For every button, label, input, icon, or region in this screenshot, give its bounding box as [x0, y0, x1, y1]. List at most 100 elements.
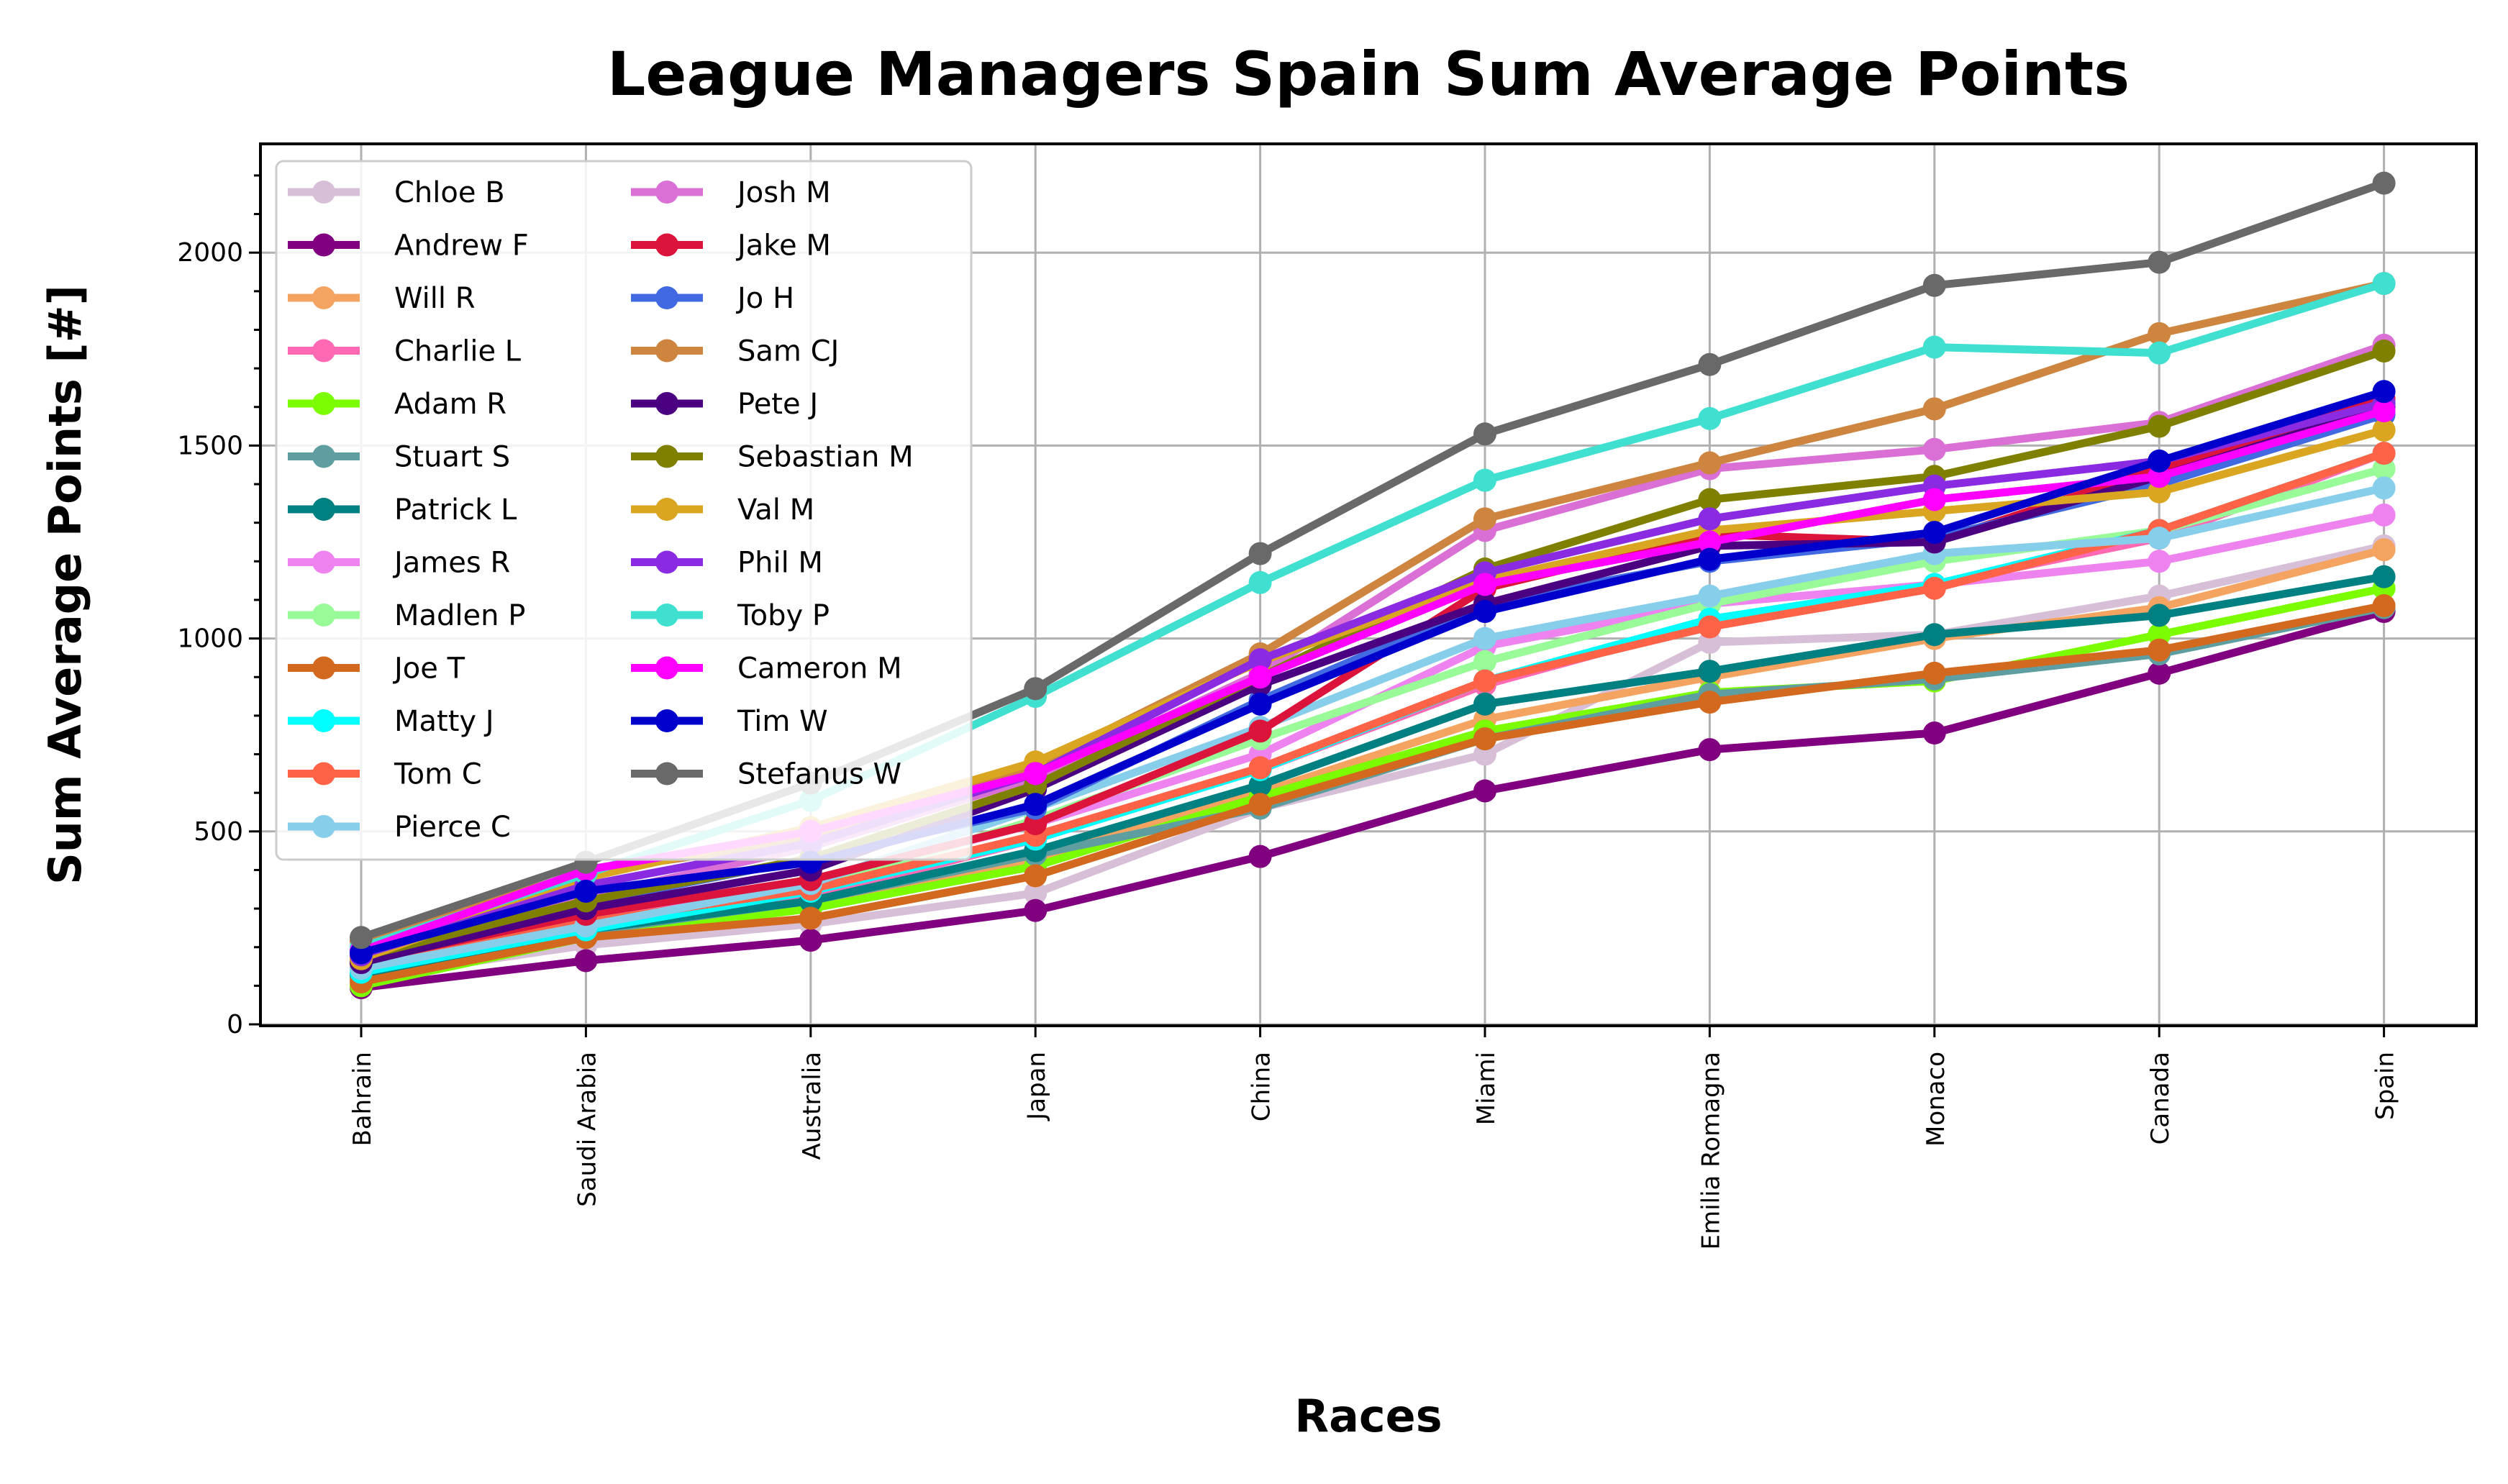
x-tick-label: Emilia Romagna	[1696, 1052, 1725, 1249]
data-point	[1248, 719, 1272, 743]
data-point	[1248, 542, 1272, 565]
legend-item: Pete J	[631, 388, 818, 421]
legend-item: Adam R	[288, 388, 506, 421]
data-point	[1922, 273, 1946, 297]
legend-item: Tim W	[631, 705, 828, 738]
legend-swatch-marker	[655, 550, 678, 574]
data-point	[2372, 442, 2396, 465]
data-point	[1698, 406, 1722, 430]
data-point	[1922, 623, 1946, 647]
data-point	[2148, 527, 2171, 550]
y-axis: 0 500 1000 1500 2000	[177, 174, 260, 1039]
data-point	[1473, 468, 1496, 492]
data-point	[1473, 573, 1496, 596]
series-lines	[350, 171, 2396, 1000]
data-point	[2372, 339, 2396, 363]
legend-item: Chloe B	[288, 176, 505, 209]
data-point	[1473, 669, 1496, 693]
data-point	[1024, 864, 1048, 888]
legend-swatch-marker	[655, 604, 678, 627]
data-point	[1698, 660, 1722, 683]
data-point	[1473, 650, 1496, 673]
data-point	[1248, 756, 1272, 780]
legend-swatch-marker	[312, 550, 335, 574]
data-point	[1698, 584, 1722, 608]
legend-swatch-marker	[655, 286, 678, 309]
legend-label: Charlie L	[394, 335, 522, 368]
data-point	[1248, 692, 1272, 716]
legend-item: Joe T	[288, 652, 465, 686]
legend-swatch-marker	[655, 233, 678, 257]
x-tick-label: Australia	[798, 1052, 827, 1160]
legend-swatch-marker	[312, 445, 335, 468]
data-point	[350, 926, 373, 950]
legend-label: Sebastian M	[737, 441, 914, 474]
x-tick-label: Japan	[1022, 1052, 1051, 1121]
x-tick-label: Canada	[2146, 1052, 2175, 1144]
series-line	[357, 399, 2389, 959]
legend-label: Val M	[737, 493, 814, 527]
data-point	[1922, 721, 1946, 745]
legend-item: Pierce C	[288, 811, 511, 844]
data-point	[1698, 507, 1722, 531]
data-point	[1024, 677, 1048, 701]
legend-item: Sebastian M	[631, 441, 914, 474]
legend-item: Toby P	[631, 599, 830, 632]
legend-item: Val M	[631, 493, 814, 527]
legend-label: Stuart S	[394, 441, 510, 474]
series-pierce-c	[350, 476, 2396, 980]
data-point	[2372, 399, 2396, 423]
series-tim-w	[350, 380, 2396, 965]
legend-label: Stefanus W	[737, 758, 901, 791]
x-tick-label: Spain	[2371, 1052, 2400, 1120]
data-point	[2148, 414, 2171, 438]
legend-swatch-marker	[312, 233, 335, 257]
legend-item: Cameron M	[631, 652, 902, 686]
legend-swatch-marker	[312, 762, 335, 786]
series-joe-t	[350, 594, 2396, 993]
y-tick-label: 500	[194, 817, 243, 847]
legend-item: Stefanus W	[631, 758, 901, 791]
legend-item: Patrick L	[288, 493, 517, 527]
data-point	[1922, 437, 1946, 461]
legend-label: Adam R	[394, 388, 506, 421]
legend-swatch-marker	[312, 392, 335, 415]
series-line	[357, 601, 2389, 986]
legend-label: Chloe B	[394, 176, 505, 209]
legend-item: Matty J	[288, 705, 494, 738]
legend-item: Phil M	[631, 547, 823, 580]
data-point	[1473, 779, 1496, 803]
data-point	[1473, 627, 1496, 650]
data-point	[1922, 576, 1946, 600]
data-point	[1248, 845, 1272, 868]
y-tick-label: 2000	[177, 238, 243, 268]
y-tick-label: 1000	[177, 624, 243, 654]
data-point	[2372, 503, 2396, 527]
legend-label: Cameron M	[737, 652, 902, 686]
legend-label: Jake M	[735, 229, 831, 263]
data-point	[2148, 604, 2171, 627]
legend-label: James R	[392, 547, 510, 580]
x-tick-label: Saudi Arabia	[573, 1052, 601, 1207]
legend-label: Andrew F	[394, 229, 529, 263]
data-point	[1922, 335, 1946, 359]
legend-label: Matty J	[394, 705, 494, 738]
data-point	[1698, 547, 1722, 571]
data-point	[1922, 521, 1946, 545]
legend-label: Will R	[394, 282, 476, 315]
legend-swatch-marker	[655, 656, 678, 680]
legend-swatch-marker	[655, 392, 678, 415]
chart-title: League Managers Spain Sum Average Points	[607, 39, 2130, 109]
data-point	[1698, 451, 1722, 475]
legend-label: Toby P	[737, 599, 830, 632]
legend-item: Jake M	[631, 229, 831, 263]
data-point	[574, 949, 598, 973]
legend-swatch-marker	[312, 656, 335, 680]
legend-label: Pierce C	[394, 811, 511, 844]
series-line	[357, 387, 2389, 957]
data-point	[2148, 250, 2171, 274]
series-line	[357, 542, 2389, 983]
data-point	[1698, 738, 1722, 762]
legend-item: Madlen P	[288, 599, 525, 632]
